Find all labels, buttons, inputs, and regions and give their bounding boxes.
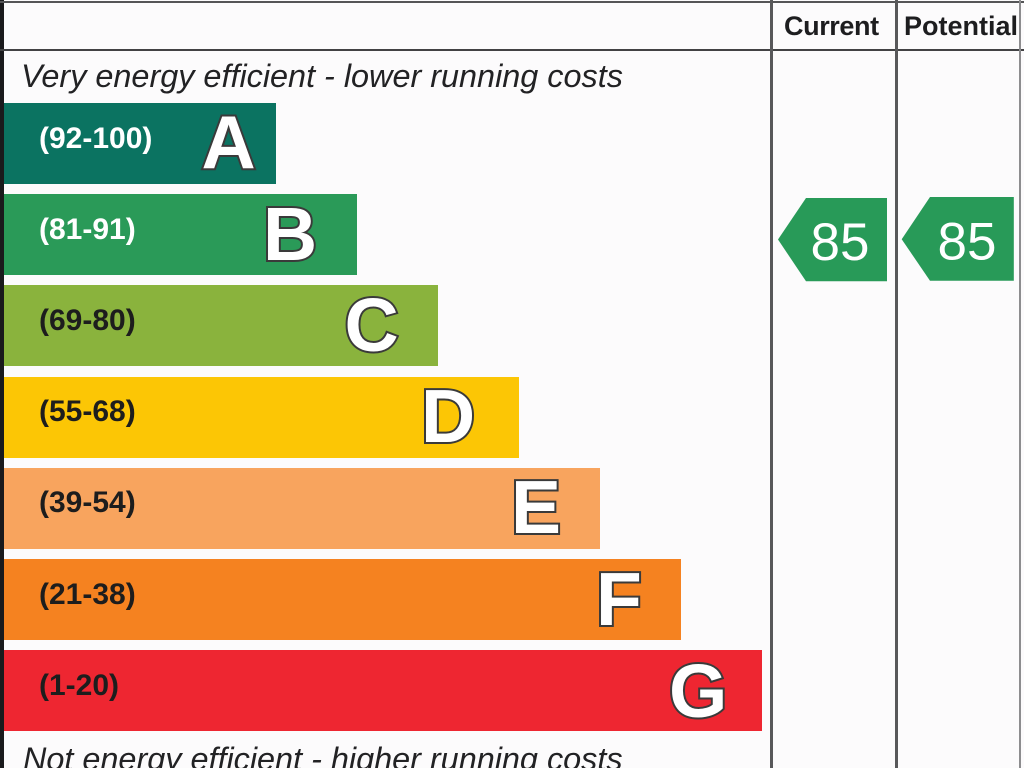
svg-text:85: 85: [938, 213, 997, 272]
svg-text:85: 85: [811, 213, 870, 272]
